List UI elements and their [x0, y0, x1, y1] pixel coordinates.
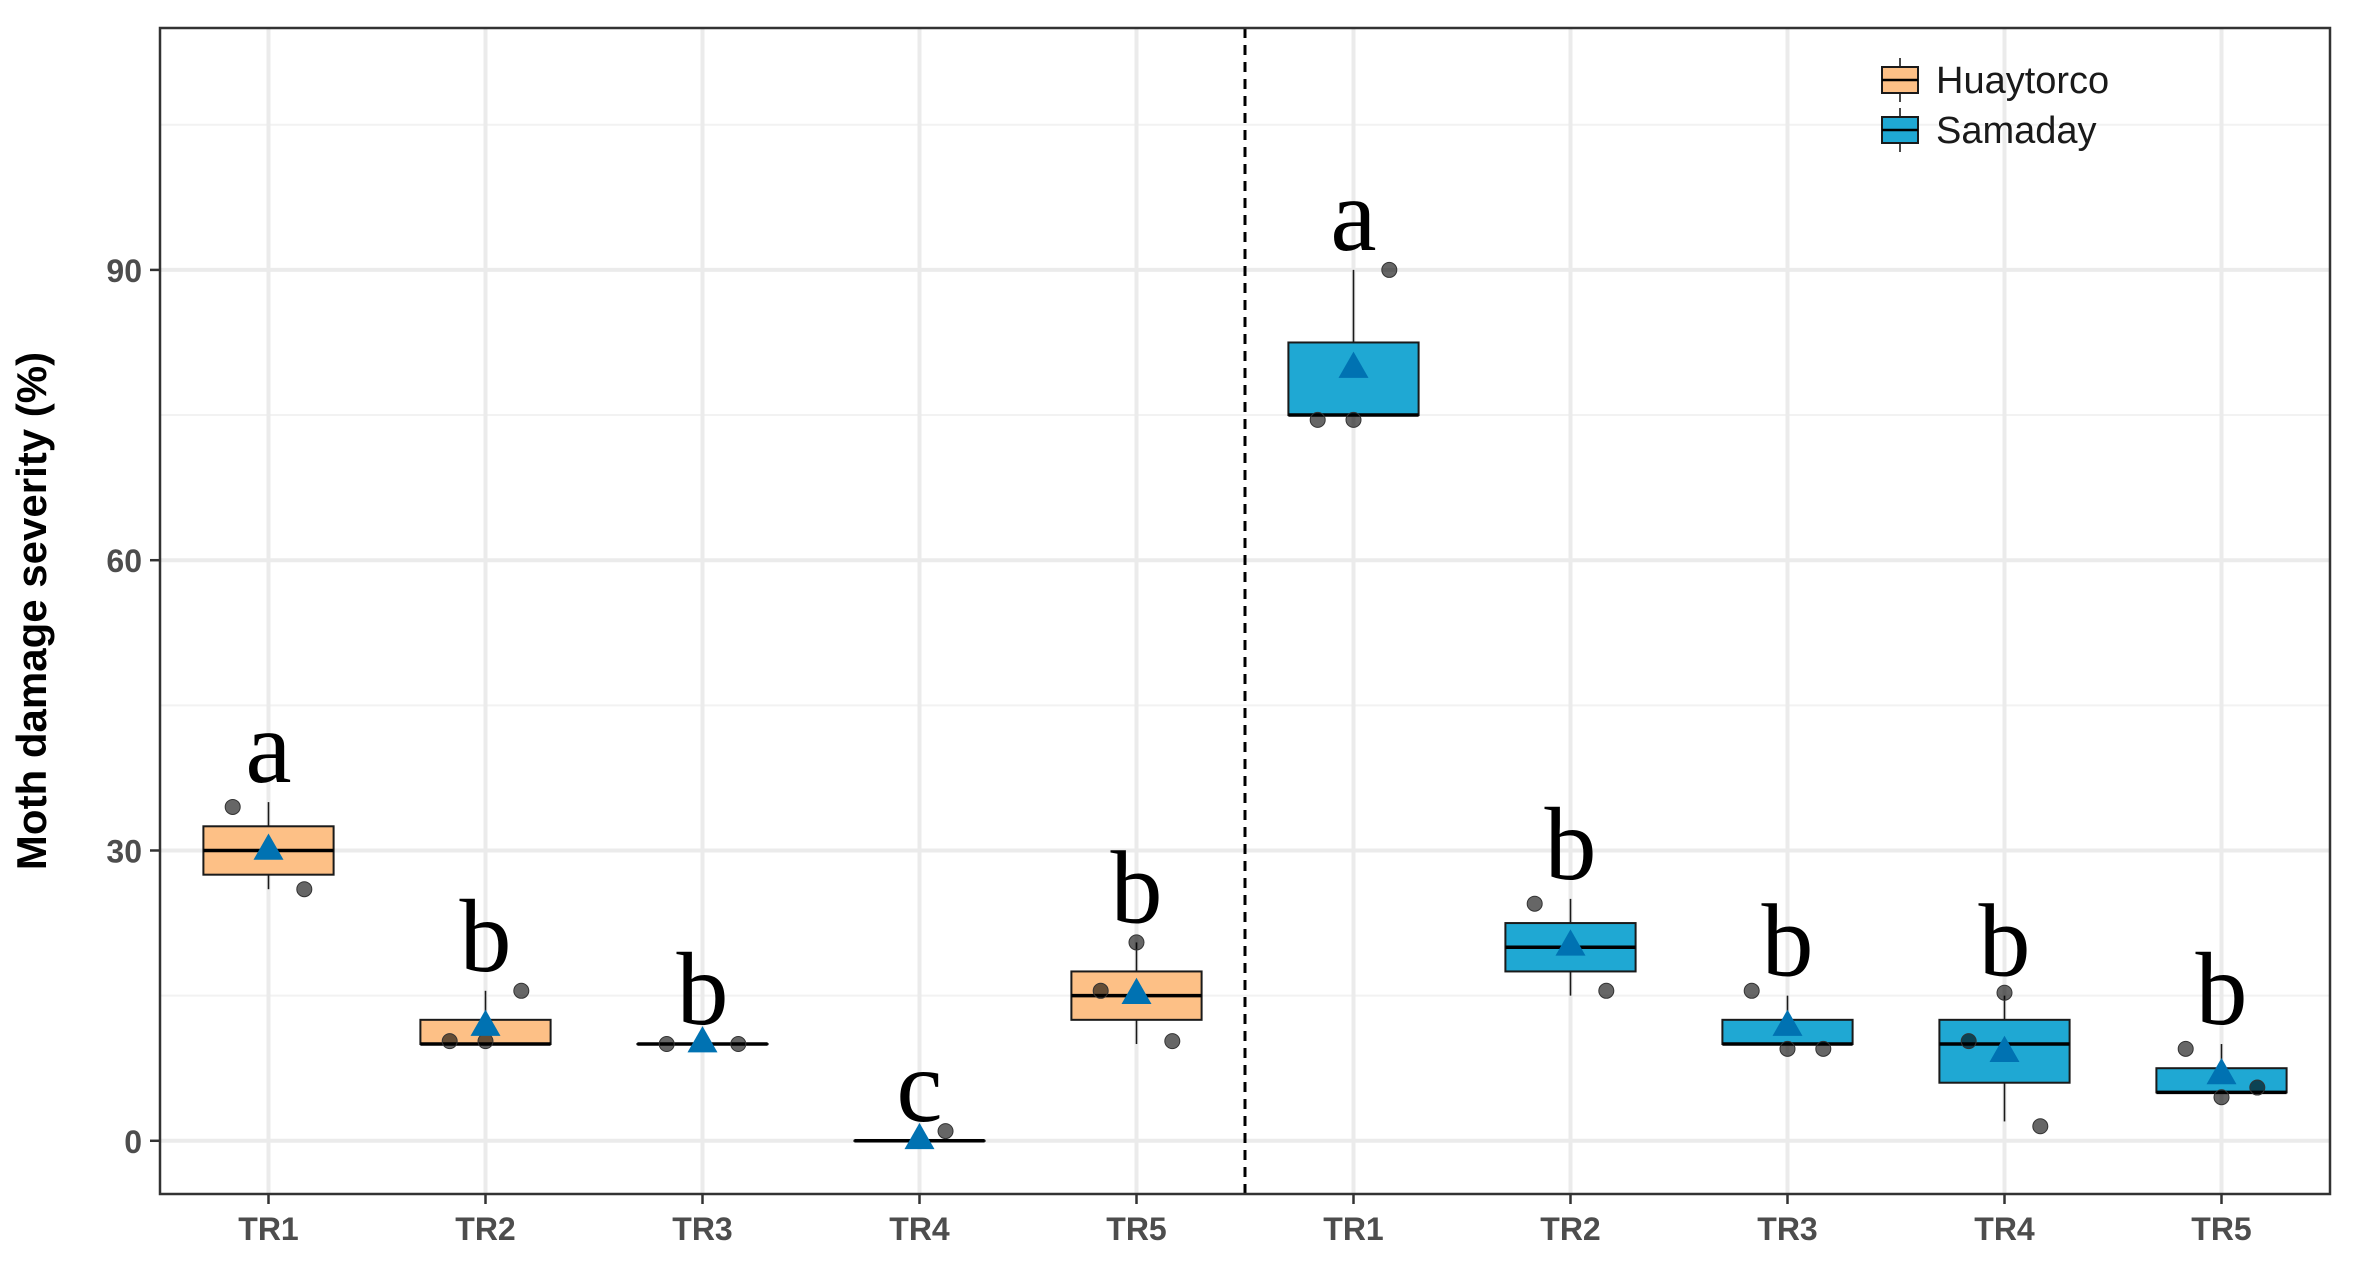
significance-letter: a	[1330, 158, 1376, 273]
data-point	[513, 982, 530, 999]
data-point	[1996, 984, 2013, 1001]
boxplot-huaytorco-tr5: b	[1070, 830, 1203, 1050]
mean-marker	[2206, 1058, 2237, 1085]
x-tick-label: TR3	[672, 1211, 732, 1247]
y-tick-label: 90	[106, 253, 142, 289]
boxplot-samaday-tr5: b	[2155, 932, 2288, 1106]
mean-marker	[1989, 1035, 2020, 1063]
significance-letter: b	[1762, 884, 1814, 999]
significance-letter: b	[1545, 787, 1597, 902]
data-point	[2249, 1079, 2266, 1096]
y-tick-label: 0	[124, 1124, 142, 1160]
data-point	[730, 1036, 747, 1053]
data-point	[1345, 411, 1362, 428]
mean-marker	[1555, 929, 1586, 956]
y-axis-title: Moth damage severity (%)	[8, 352, 55, 870]
data-point	[1381, 261, 1398, 278]
significance-letter: b	[677, 932, 729, 1047]
boxplot-huaytorco-tr4: c	[853, 1029, 986, 1150]
data-point	[1815, 1040, 1832, 1057]
legend: Huaytorco Samaday	[1881, 58, 2109, 152]
mean-marker	[687, 1026, 718, 1053]
data-point	[937, 1123, 954, 1140]
data-point	[1164, 1033, 1181, 1050]
panel-border	[158, 26, 2332, 1196]
mean-marker	[1772, 1009, 1803, 1036]
data-point	[1743, 982, 1760, 999]
y-tick-label: 60	[106, 543, 142, 579]
significance-letter: b	[1979, 884, 2031, 999]
x-tick-label: TR2	[1540, 1211, 1600, 1247]
data-point	[1526, 895, 1543, 912]
x-tick-label: TR5	[1106, 1211, 1166, 1247]
significance-letter: b	[2196, 932, 2248, 1047]
x-tick-label: TR3	[1757, 1211, 1817, 1247]
data-point	[1598, 982, 1615, 999]
mean-marker	[470, 1009, 501, 1036]
significance-letter: b	[460, 879, 512, 994]
data-point	[2177, 1040, 2194, 1057]
boxplot-samaday-tr4: b	[1938, 884, 2071, 1135]
data-point	[658, 1036, 675, 1053]
boxplot-samaday-tr1: a	[1287, 158, 1420, 428]
boxplot-huaytorco-tr1: a	[202, 690, 335, 898]
boxes-layer: a b b c b a b b b b	[202, 28, 2288, 1194]
significance-letter: b	[1111, 830, 1163, 945]
data-point	[1779, 1040, 1796, 1057]
data-point	[2032, 1118, 2049, 1135]
mean-marker	[1338, 351, 1369, 378]
data-point	[296, 881, 313, 898]
mean-marker	[904, 1122, 935, 1150]
boxplot-huaytorco-tr3: b	[636, 932, 769, 1053]
data-point	[224, 798, 241, 815]
legend-label: Huaytorco	[1936, 60, 2109, 102]
data-point	[1128, 934, 1145, 951]
x-tick-label: TR1	[238, 1211, 298, 1247]
boxplot-samaday-tr3: b	[1721, 884, 1854, 1057]
significance-letter: a	[245, 690, 291, 805]
x-tick-label: TR4	[889, 1211, 950, 1247]
x-tick-label: TR4	[1974, 1211, 2035, 1247]
data-point	[1092, 982, 1109, 999]
data-point	[441, 1033, 458, 1050]
significance-letter: c	[896, 1029, 942, 1144]
x-tick-label: TR2	[455, 1211, 515, 1247]
mean-marker	[253, 833, 284, 860]
mean-marker	[1121, 977, 1152, 1004]
legend-key-huaytorco	[1881, 58, 1919, 102]
x-tick-label: TR5	[2191, 1211, 2251, 1247]
boxplot-samaday-tr2: b	[1504, 787, 1637, 999]
legend-label: Samaday	[1936, 110, 2097, 152]
data-point	[1960, 1033, 1977, 1050]
boxplot-huaytorco-tr2: b	[419, 879, 552, 1050]
data-point	[1309, 411, 1326, 428]
axis-layer: 0 30 60 90 TR1 TR2 TR3 TR4 TR5 TR1 TR2 TR3 TR4 TR5	[106, 253, 2251, 1247]
y-tick-label: 30	[106, 833, 142, 869]
data-point	[2213, 1089, 2230, 1106]
x-tick-label: TR1	[1323, 1211, 1383, 1247]
panel-frame	[158, 26, 2332, 1196]
legend-key-samaday	[1881, 108, 1919, 152]
